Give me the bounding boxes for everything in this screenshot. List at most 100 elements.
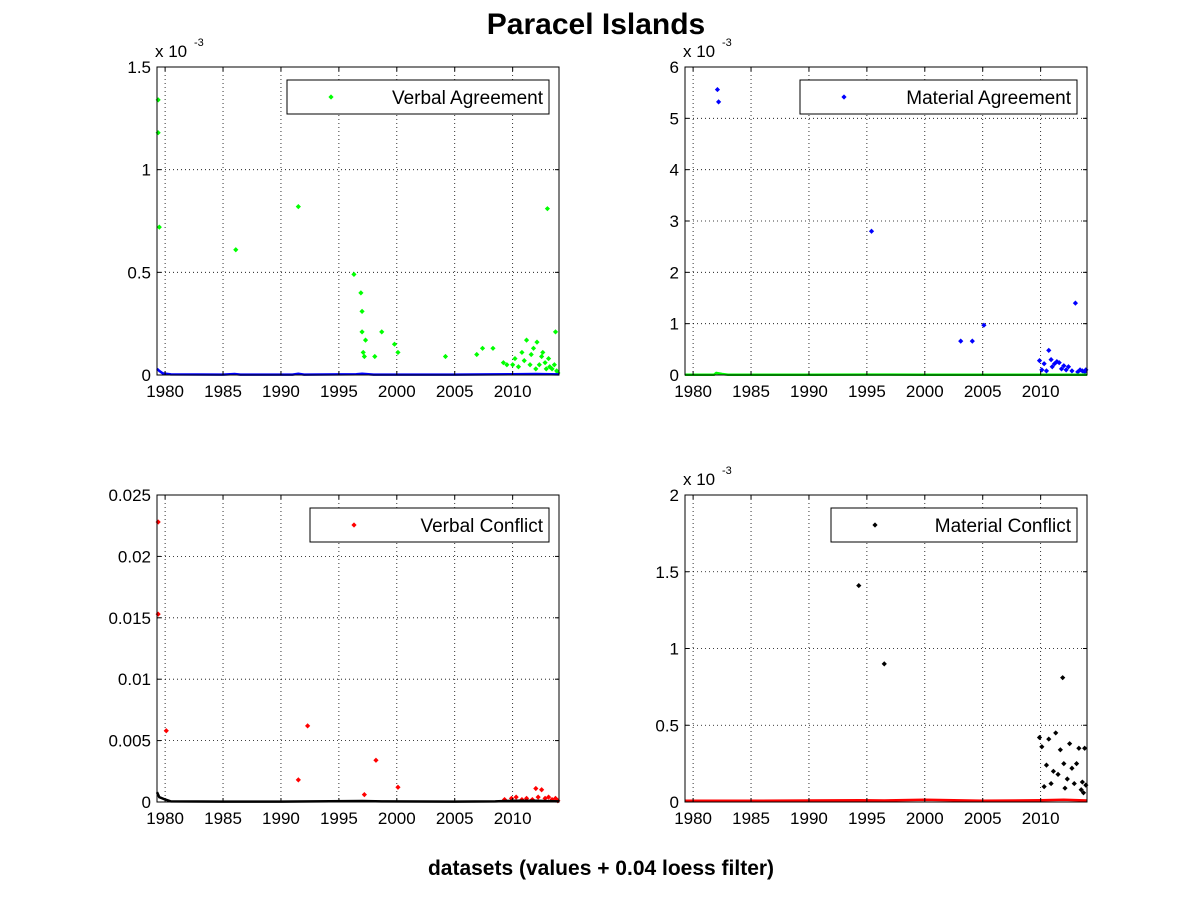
material-conflict-point — [1076, 745, 1082, 751]
x-tick-label: 1995 — [320, 382, 358, 401]
verbal-agreement-point — [534, 339, 540, 345]
subplot-2: 1980 1985 1990 1995 2000 2005 2010 0 1 2 3 4 5 6x 10-… — [670, 37, 1089, 401]
material-conflict-point — [1080, 790, 1087, 796]
x-tick-label: 1980 — [674, 809, 712, 828]
x-tick-label: 1980 — [146, 382, 184, 401]
verbal-agreement-point — [391, 341, 398, 347]
material-agreement-point — [1041, 361, 1047, 367]
verbal-conflict-point — [545, 794, 552, 800]
material-conflict-point — [1053, 730, 1059, 736]
verbal-agreement-point — [512, 355, 518, 362]
verbal-agreement-point — [542, 360, 548, 366]
verbal-agreement-point — [156, 224, 162, 230]
material-conflict-point — [1082, 745, 1088, 751]
legend-label: Material Agreement — [906, 88, 1071, 109]
material-agreement-point — [1061, 363, 1067, 369]
axis-exponent-power: -3 — [722, 465, 732, 477]
x-tick-label: 2005 — [436, 382, 474, 401]
verbal-agreement-point — [515, 364, 522, 370]
y-tick-label: 0 — [142, 793, 151, 812]
legend-box — [286, 79, 550, 115]
x-tick-label: 2000 — [378, 382, 416, 401]
material-conflict-point — [1057, 747, 1063, 753]
verbal-agreement-point — [358, 290, 364, 296]
material-agreement-point — [1043, 368, 1050, 374]
material-agreement-point — [715, 99, 722, 105]
x-tick-label: 2000 — [906, 382, 944, 401]
x-tick-label: 1995 — [320, 809, 358, 828]
verbal-agreement-point — [295, 204, 301, 210]
legend: Material Conflict — [830, 507, 1078, 543]
y-tick-label: 1 — [670, 315, 679, 334]
verbal-agreement-point — [510, 362, 516, 368]
verbal-agreement-point — [549, 366, 555, 372]
verbal-agreement-point — [540, 349, 546, 356]
material-conflict-point — [1073, 761, 1080, 767]
x-tick-label: 1985 — [204, 809, 242, 828]
x-tick-label: 1990 — [790, 382, 828, 401]
figure-title: Paracel Islands — [487, 8, 705, 41]
y-tick-label: 5 — [670, 109, 679, 128]
legend-box — [830, 507, 1078, 543]
series-2-baseline — [156, 367, 560, 376]
verbal-agreement-point — [552, 329, 559, 335]
legend-box — [309, 507, 550, 543]
x-tick-label: 2010 — [1022, 382, 1060, 401]
x-tick-label: 2010 — [494, 382, 532, 401]
x-tick-label: 1985 — [732, 809, 770, 828]
y-tick-label: 0.5 — [127, 263, 151, 282]
verbal-conflict-point — [539, 787, 545, 793]
material-conflict-point — [1069, 765, 1075, 771]
material-conflict-point — [1062, 785, 1068, 791]
material-conflict-point — [1041, 784, 1047, 790]
verbal-conflict-point — [542, 795, 548, 801]
material-conflict-point — [1061, 761, 1067, 767]
axes-box — [156, 494, 560, 803]
x-tick-label: 1980 — [146, 809, 184, 828]
x-tick-label: 2005 — [964, 382, 1002, 401]
verbal-agreement-point — [533, 366, 539, 372]
material-agreement-point — [1065, 364, 1072, 370]
material-conflict-point — [1055, 771, 1061, 777]
y-tick-label: 0.025 — [108, 486, 151, 505]
x-tick-label: 1995 — [848, 809, 886, 828]
material-agreement-point — [1063, 367, 1069, 373]
verbal-agreement-point — [360, 349, 366, 356]
material-conflict-point — [1048, 780, 1054, 787]
verbal-agreement-point — [361, 353, 367, 360]
verbal-agreement-point — [500, 360, 506, 366]
material-agreement-point — [1079, 368, 1085, 374]
verbal-agreement-point — [372, 353, 378, 360]
material-conflict-point — [1064, 776, 1070, 782]
verbal-conflict-point — [513, 794, 519, 800]
verbal-agreement-point — [544, 206, 551, 212]
legend-label: Verbal Conflict — [420, 516, 543, 537]
verbal-conflict-point — [295, 777, 301, 783]
material-conflict-point — [1067, 741, 1073, 747]
y-tick-label: 1.5 — [655, 563, 679, 582]
verbal-agreement-point — [523, 337, 530, 343]
verbal-conflict-point — [305, 723, 311, 729]
verbal-agreement-point — [543, 366, 549, 372]
material-conflict-point — [1036, 734, 1043, 741]
verbal-agreement-point — [527, 362, 533, 368]
x-tick-label: 1990 — [790, 809, 828, 828]
material-agreement-point — [1036, 358, 1043, 364]
verbal-agreement-point — [490, 345, 496, 351]
verbal-agreement-point — [528, 351, 534, 358]
y-tick-label: 0 — [142, 366, 151, 385]
verbal-agreement-point — [379, 329, 385, 335]
verbal-agreement-point — [504, 362, 510, 368]
legend-marker — [328, 94, 334, 100]
axis-exponent-label: x 10 — [155, 42, 187, 61]
verbal-agreement-point — [547, 364, 553, 370]
y-tick-label: 1.5 — [127, 58, 151, 77]
x-tick-label: 1990 — [262, 382, 300, 401]
legend-marker — [841, 94, 847, 100]
material-conflict-point — [1043, 762, 1050, 768]
material-conflict-point — [1071, 780, 1077, 787]
legend-marker — [872, 522, 878, 528]
x-tick-label: 1995 — [848, 382, 886, 401]
axis-exponent-power: -3 — [194, 37, 204, 49]
